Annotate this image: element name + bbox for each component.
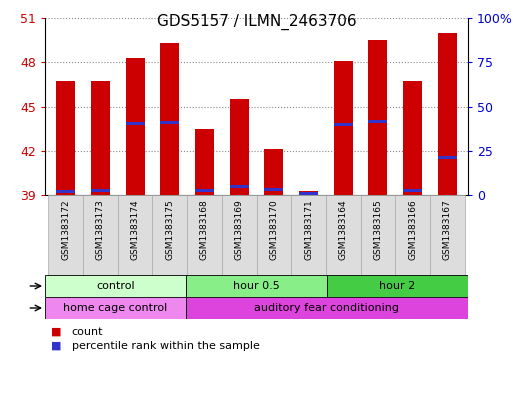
Bar bbox=[160, 43, 180, 195]
FancyBboxPatch shape bbox=[326, 195, 361, 275]
Bar bbox=[299, 193, 318, 196]
Bar bbox=[56, 190, 75, 193]
Bar bbox=[264, 149, 283, 195]
Text: ■: ■ bbox=[51, 327, 62, 337]
Text: hour 2: hour 2 bbox=[380, 281, 416, 291]
Text: count: count bbox=[72, 327, 103, 337]
Bar bbox=[160, 121, 180, 124]
Bar bbox=[299, 191, 318, 195]
FancyBboxPatch shape bbox=[187, 195, 222, 275]
FancyBboxPatch shape bbox=[291, 195, 326, 275]
Text: GSM1383168: GSM1383168 bbox=[200, 199, 209, 260]
Bar bbox=[333, 123, 353, 126]
Text: GSM1383165: GSM1383165 bbox=[373, 199, 382, 260]
FancyBboxPatch shape bbox=[45, 297, 186, 319]
Bar bbox=[368, 40, 387, 195]
Bar bbox=[230, 185, 249, 188]
Bar bbox=[126, 58, 145, 195]
FancyBboxPatch shape bbox=[45, 275, 186, 297]
Bar bbox=[91, 189, 110, 192]
Bar bbox=[403, 81, 422, 195]
Text: control: control bbox=[96, 281, 135, 291]
Text: GDS5157 / ILMN_2463706: GDS5157 / ILMN_2463706 bbox=[156, 14, 357, 30]
Bar bbox=[195, 189, 214, 192]
Text: auditory fear conditioning: auditory fear conditioning bbox=[254, 303, 400, 313]
Bar bbox=[264, 188, 283, 191]
Text: GSM1383164: GSM1383164 bbox=[339, 199, 348, 260]
Text: home cage control: home cage control bbox=[64, 303, 168, 313]
FancyBboxPatch shape bbox=[256, 195, 291, 275]
Bar bbox=[438, 33, 457, 195]
Text: ■: ■ bbox=[51, 341, 62, 351]
FancyBboxPatch shape bbox=[327, 275, 468, 297]
FancyBboxPatch shape bbox=[430, 195, 465, 275]
Text: GSM1383175: GSM1383175 bbox=[165, 199, 174, 260]
Text: GSM1383167: GSM1383167 bbox=[443, 199, 452, 260]
Bar bbox=[91, 81, 110, 195]
Bar bbox=[56, 81, 75, 195]
FancyBboxPatch shape bbox=[118, 195, 152, 275]
Text: hour 0.5: hour 0.5 bbox=[233, 281, 280, 291]
Text: GSM1383170: GSM1383170 bbox=[269, 199, 279, 260]
FancyBboxPatch shape bbox=[222, 195, 256, 275]
Text: GSM1383174: GSM1383174 bbox=[131, 199, 140, 260]
Text: GSM1383169: GSM1383169 bbox=[234, 199, 244, 260]
FancyBboxPatch shape bbox=[361, 195, 395, 275]
Bar bbox=[438, 156, 457, 160]
FancyBboxPatch shape bbox=[152, 195, 187, 275]
Bar bbox=[333, 61, 353, 195]
Bar bbox=[230, 99, 249, 195]
Text: GSM1383171: GSM1383171 bbox=[304, 199, 313, 260]
FancyBboxPatch shape bbox=[186, 297, 468, 319]
Text: percentile rank within the sample: percentile rank within the sample bbox=[72, 341, 260, 351]
Bar bbox=[126, 122, 145, 125]
Bar bbox=[403, 189, 422, 192]
Text: GSM1383166: GSM1383166 bbox=[408, 199, 417, 260]
FancyBboxPatch shape bbox=[83, 195, 118, 275]
Bar bbox=[368, 120, 387, 123]
Text: GSM1383173: GSM1383173 bbox=[96, 199, 105, 260]
FancyBboxPatch shape bbox=[186, 275, 327, 297]
FancyBboxPatch shape bbox=[395, 195, 430, 275]
FancyBboxPatch shape bbox=[48, 195, 83, 275]
Text: GSM1383172: GSM1383172 bbox=[61, 199, 70, 260]
Bar bbox=[195, 129, 214, 195]
